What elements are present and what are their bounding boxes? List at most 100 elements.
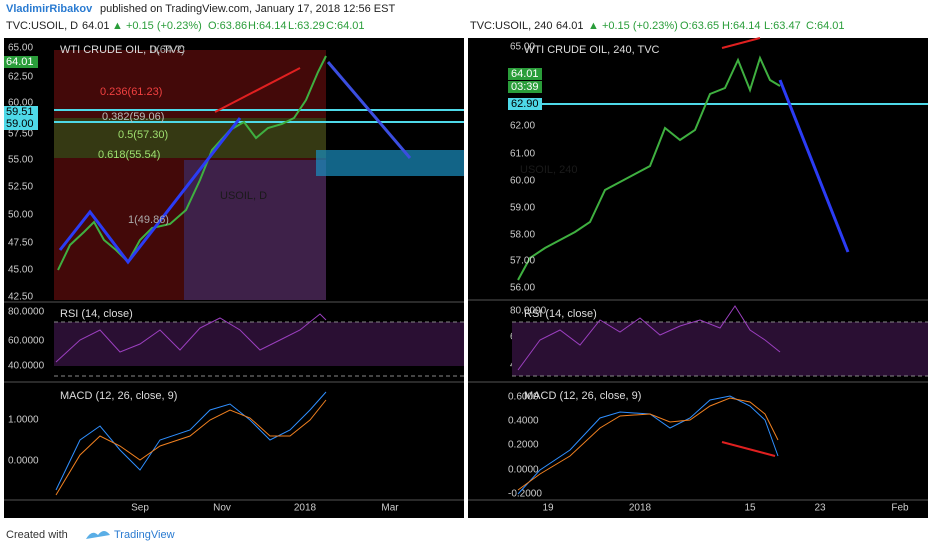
footer-text: Created with	[6, 529, 68, 541]
rsi-axis-label: 80.0000	[8, 307, 45, 318]
time-axis-label: 2018	[294, 503, 317, 514]
price-axis-label: 62.00	[510, 121, 535, 132]
price	[517, 55, 781, 281]
price-axis-label: 56.00	[510, 283, 535, 294]
macd-axis-label: 0.6000	[508, 392, 539, 403]
price-axis-label: 59.00	[510, 203, 535, 214]
close: C:64.01	[806, 20, 845, 32]
left-chart: USOIL, D WTI CRUDE OIL, D, TVC 0(64.?) 0…	[4, 38, 464, 518]
fib-label: 0.382(59.06)	[102, 111, 164, 123]
macd-axis-label: 0.0000	[508, 465, 539, 476]
time-axis-label: Sep	[131, 503, 149, 514]
time-axis-label: 19	[542, 503, 554, 514]
macd-axis-label: 0.4000	[508, 416, 539, 427]
price-tag-label: 59.51	[6, 106, 34, 118]
left-legend: TVC:USOIL, D 64.01 ▲ +0.15 (+0.23%) O:63…	[6, 20, 365, 32]
price-axis-label: 57.00	[510, 256, 535, 267]
rsi-line	[517, 305, 781, 371]
low: L:63.29	[288, 20, 325, 32]
price-axis-label: 61.00	[510, 149, 535, 160]
fib-label: 0.618(55.54)	[98, 149, 160, 161]
price-axis-label: 57.50	[8, 129, 33, 140]
open: O:63.86	[208, 20, 247, 32]
drawing	[58, 117, 242, 265]
watermark: USOIL, D	[220, 190, 267, 202]
author[interactable]: VladimirRibakov	[6, 3, 93, 15]
price-tag	[4, 106, 38, 118]
watermark: USOIL, 240	[520, 164, 577, 176]
right-legend: TVC:USOIL, 240 64.01 ▲ +0.15 (+0.23%) O:…	[470, 20, 845, 32]
last: 64.01	[82, 20, 110, 32]
price-axis-label: 50.00	[8, 210, 33, 221]
right-chart: USOIL, 240 WTI CRUDE OIL, 240, TVC 65.00…	[468, 37, 928, 518]
time-axis-label: Mar	[381, 503, 399, 514]
price-axis-label: 60.00	[510, 176, 535, 187]
time-axis-label: Nov	[213, 503, 231, 514]
high: H:64.14	[722, 20, 761, 32]
rsi-axis-label: 40.0000	[8, 361, 45, 372]
close: C:64.01	[326, 20, 365, 32]
price-tag-label: 64.01	[6, 56, 34, 68]
price-tag	[508, 81, 542, 93]
drawing	[721, 441, 776, 457]
price-tag-label: 62.90	[511, 98, 539, 110]
price-tag	[508, 68, 542, 80]
fib-label: 1(49.86)	[128, 214, 169, 226]
last: 64.01	[556, 20, 584, 32]
price-tag-label: 03:39	[511, 81, 539, 93]
signal-line	[517, 397, 779, 491]
macd-line	[55, 391, 327, 491]
fib-label: 0.5(57.30)	[118, 129, 168, 141]
rsi-band	[512, 322, 928, 376]
price-axis-label: 58.00	[510, 230, 535, 241]
price-axis-label: 65.00	[8, 43, 33, 54]
macd-line	[517, 395, 779, 495]
price	[57, 55, 327, 271]
fib-label: 0.236(61.23)	[100, 86, 162, 98]
macd-axis-label: -0.2000	[508, 489, 542, 500]
price-axis-label: 65.00	[510, 42, 535, 53]
price-tag	[508, 98, 542, 110]
fib-zone	[54, 118, 326, 158]
price-axis-label: 45.00	[8, 265, 33, 276]
price-tag-label: 64.01	[511, 68, 539, 80]
symbol: TVC:USOIL, 240	[470, 20, 553, 32]
brand[interactable]: TradingView	[114, 529, 175, 541]
open: O:63.65	[680, 20, 719, 32]
time-axis-label: 15	[744, 503, 756, 514]
rsi-axis-label: 60.0000	[8, 336, 45, 347]
change: ▲ +0.15 (+0.23%)	[588, 20, 678, 32]
published: published on TradingView.com, January 17…	[100, 3, 395, 15]
price-axis-label: 47.50	[8, 238, 33, 249]
fib-label: 0(64.?)	[150, 44, 185, 56]
rsi-band	[54, 322, 464, 366]
panel	[468, 38, 928, 518]
price-axis-label: 60.00	[8, 98, 33, 109]
change: ▲ +0.15 (+0.23%)	[112, 20, 202, 32]
time-axis-label: 23	[814, 503, 826, 514]
price-axis-label: 62.50	[8, 72, 33, 83]
drawing	[778, 79, 850, 253]
price-axis-label: 55.00	[8, 155, 33, 166]
low: L:63.47	[764, 20, 801, 32]
drawing	[721, 37, 761, 49]
price-tag-label: 59.00	[6, 118, 34, 130]
price-axis-label: 42.50	[8, 292, 33, 303]
high: H:64.14	[248, 20, 287, 32]
rsi-title: RSI (14, close)	[524, 308, 597, 320]
watermark-label: WTI CRUDE OIL, 240, TVC	[524, 44, 660, 56]
price-tag	[4, 56, 38, 68]
macd-axis-label: 0.2000	[508, 440, 539, 451]
target-zone	[316, 150, 464, 176]
macd-title: MACD (12, 26, close, 9)	[524, 390, 641, 402]
time-axis-label: 2018	[629, 503, 652, 514]
signal-line	[55, 399, 327, 496]
price-axis-label: 52.50	[8, 182, 33, 193]
macd-axis-label: 0.0000	[8, 456, 39, 467]
drawing	[326, 61, 412, 159]
symbol: TVC:USOIL, D	[6, 20, 78, 32]
watermark-label: WTI CRUDE OIL, D, TVC	[60, 44, 185, 56]
macd-title: MACD (12, 26, close, 9)	[60, 390, 177, 402]
